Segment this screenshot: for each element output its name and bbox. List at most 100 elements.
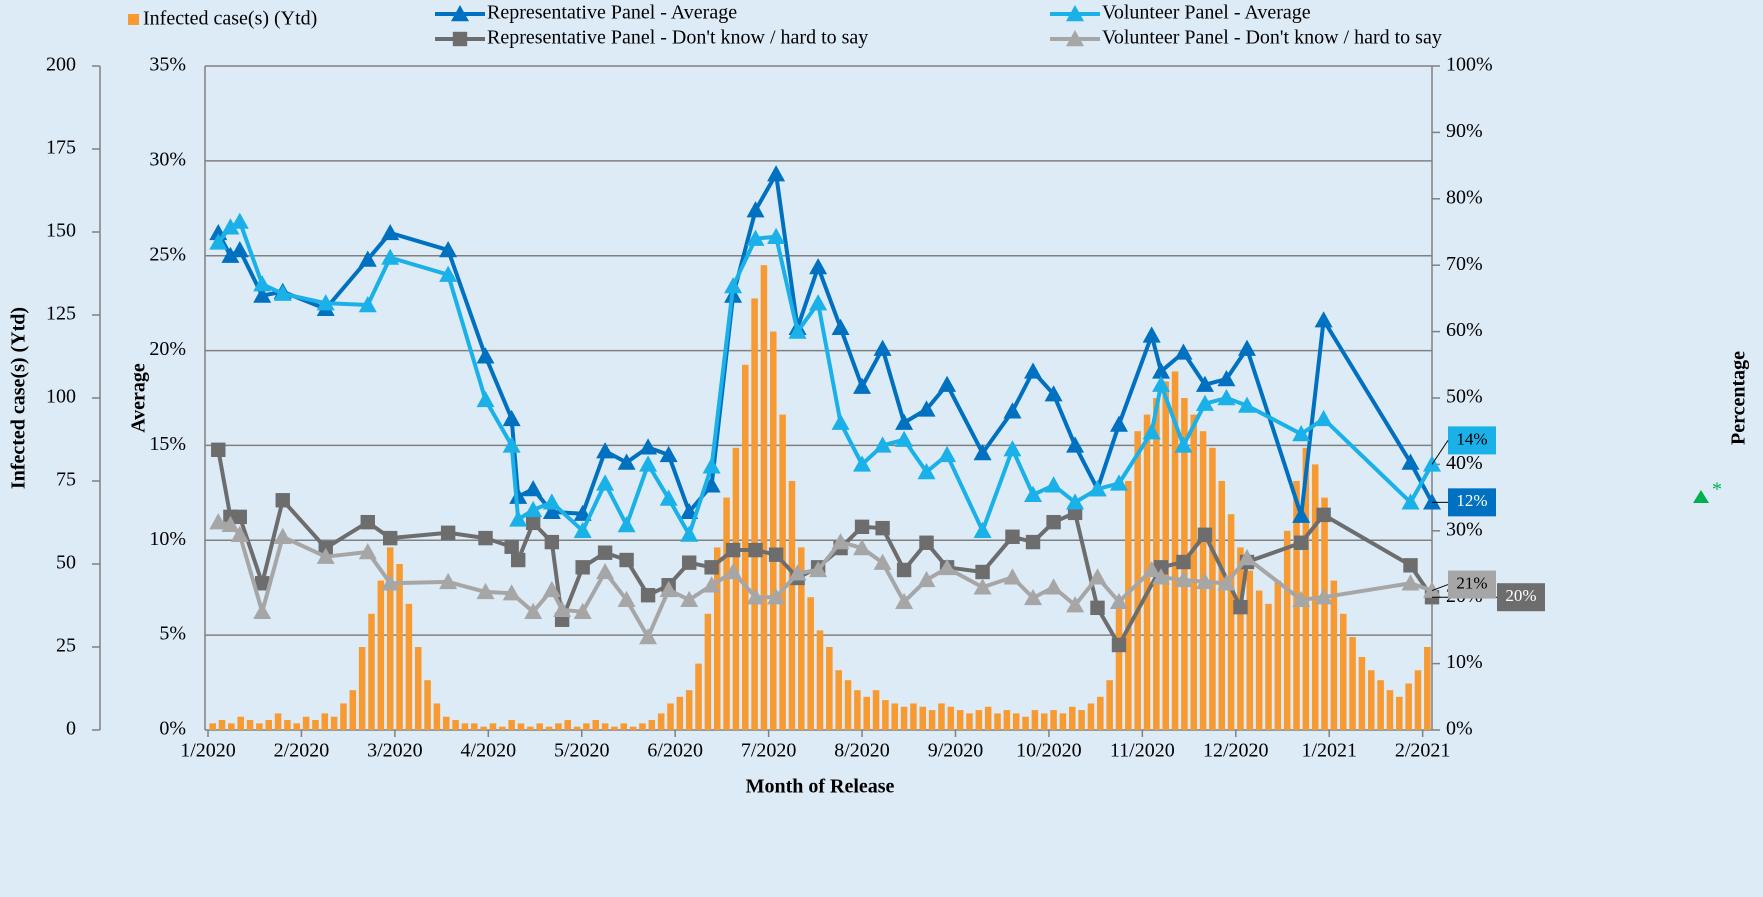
marker: [597, 545, 613, 560]
marker: [1314, 588, 1333, 605]
marker: [917, 570, 936, 588]
bar: [1274, 580, 1282, 730]
bar: [611, 726, 618, 730]
bar: [704, 613, 712, 730]
marker: [476, 582, 495, 600]
value-label: 12%: [1456, 491, 1487, 510]
bar: [405, 603, 413, 730]
value-label: 20%: [1505, 586, 1536, 605]
marker: [476, 390, 495, 408]
marker: [1109, 474, 1128, 491]
marker: [451, 5, 469, 22]
marker: [542, 493, 561, 510]
bar: [527, 726, 534, 730]
marker: [573, 521, 592, 538]
marker: [358, 543, 377, 560]
y3-tick-label: 125: [46, 303, 76, 325]
marker: [1066, 436, 1085, 453]
x-tick-label: 2/2020: [274, 740, 330, 762]
bar: [601, 723, 609, 730]
bar: [741, 364, 749, 730]
marker: [831, 413, 850, 430]
marker: [221, 515, 240, 533]
bar: [1134, 431, 1141, 730]
bar: [349, 690, 357, 730]
bar: [1218, 481, 1226, 730]
bar: [900, 706, 908, 730]
bar: [1078, 710, 1085, 730]
marker: [273, 284, 292, 301]
bar: [433, 703, 441, 730]
bar: [274, 713, 282, 730]
marker: [439, 572, 458, 590]
bar: [1265, 603, 1272, 730]
bar: [1424, 647, 1431, 730]
marker: [358, 250, 377, 267]
x-tick-label: 3/2020: [367, 740, 423, 762]
marker: [596, 562, 615, 580]
marker: [1046, 514, 1061, 530]
marker: [1195, 572, 1214, 590]
marker: [617, 453, 636, 470]
annotation-marker: [1693, 490, 1709, 503]
bar: [1003, 710, 1011, 730]
marker: [316, 547, 335, 564]
x-tick-label: 12/2020: [1203, 740, 1269, 762]
marker: [1066, 30, 1084, 47]
marker: [524, 480, 543, 497]
marker: [895, 430, 914, 447]
marker: [509, 510, 528, 527]
y3-tick-label: 175: [46, 137, 76, 159]
marker: [746, 588, 765, 605]
marker: [1401, 493, 1420, 510]
bar: [1339, 613, 1347, 730]
marker: [788, 564, 807, 581]
marker: [873, 553, 892, 570]
legend-swatch: [128, 14, 139, 25]
bar: [1246, 570, 1254, 730]
marker: [1292, 590, 1311, 608]
marker: [253, 275, 272, 292]
x-tick-label: 8/2020: [834, 740, 890, 762]
bar: [1069, 706, 1076, 730]
marker: [831, 533, 850, 550]
marker: [209, 233, 228, 250]
bar: [256, 723, 263, 730]
bar: [386, 547, 394, 730]
bar: [676, 696, 684, 730]
bar: [657, 713, 665, 730]
bar: [1022, 716, 1029, 730]
marker: [702, 457, 721, 474]
marker: [1401, 574, 1420, 591]
bar: [816, 630, 824, 730]
bar: [265, 720, 273, 730]
marker: [524, 602, 543, 620]
marker: [809, 560, 828, 578]
y2-axis-title: Percentage: [1728, 351, 1750, 445]
marker: [1025, 534, 1041, 550]
marker: [1292, 425, 1311, 442]
value-label: 14%: [1456, 429, 1487, 448]
marker: [746, 229, 765, 246]
bar: [321, 713, 329, 730]
marker: [511, 552, 526, 568]
bar: [882, 700, 889, 730]
annotation: *: [1712, 479, 1722, 501]
legend-label: Representative Panel - Average: [487, 2, 737, 24]
bar: [489, 723, 497, 730]
marker: [853, 377, 872, 394]
bar: [723, 497, 730, 730]
bar: [1162, 381, 1169, 730]
marker: [640, 588, 656, 603]
bar: [1050, 710, 1057, 730]
bar: [1031, 710, 1039, 730]
marker: [382, 530, 398, 546]
bar: [1396, 696, 1403, 730]
bar: [237, 716, 244, 730]
marker: [853, 539, 872, 556]
marker: [1152, 362, 1171, 379]
bar: [938, 703, 945, 730]
legend-label: Volunteer Panel - Don't know / hard to s…: [1102, 27, 1442, 49]
bar: [1349, 637, 1356, 730]
y-tick-label: 5%: [159, 623, 186, 645]
